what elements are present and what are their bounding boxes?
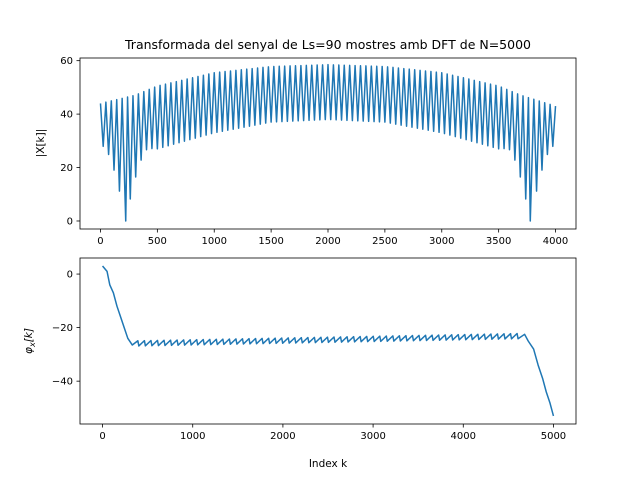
magnitude-x-tick-label: 0: [97, 236, 103, 247]
phase-x-tick-label: 1000: [180, 431, 205, 442]
magnitude-x-tick-label: 3000: [429, 236, 454, 247]
phase-x-tick-label: 2000: [270, 431, 295, 442]
magnitude-subplot: 0 500 1000 1500 2000 2500 3000 3500 4000 0 20 40 60…: [35, 56, 577, 247]
magnitude-x-tick-label: 3500: [486, 236, 511, 247]
phase-x-ticks: 0 1000 2000 3000 4000 5000: [99, 424, 566, 442]
figure-title: Transformada del senyal de Ls=90 mostres…: [124, 37, 531, 52]
magnitude-series: [99, 63, 557, 222]
magnitude-y-tick-label: 40: [60, 110, 73, 121]
magnitude-x-tick-label: 1000: [202, 236, 227, 247]
phase-y-tick-label: 0: [67, 270, 73, 281]
phase-y-label-sub: x: [28, 342, 37, 348]
phase-axes-frame: [79, 257, 577, 425]
phase-series: [101, 265, 555, 417]
phase-x-tick-label: 4000: [451, 431, 476, 442]
magnitude-x-tick-label: 2000: [315, 236, 340, 247]
magnitude-x-tick-label: 1500: [258, 236, 283, 247]
phase-subplot: 0 1000 2000 3000 4000 5000 0 −20 −40 φx[k] Inde…: [23, 257, 577, 470]
phase-y-ticks: 0 −20 −40: [52, 270, 80, 388]
phase-y-tick-label: −40: [52, 377, 73, 388]
magnitude-y-ticks: 0 20 40 60: [60, 56, 80, 227]
magnitude-line: [99, 63, 557, 222]
phase-y-label-main: φ: [23, 347, 35, 354]
magnitude-x-tick-label: 4000: [543, 236, 568, 247]
magnitude-y-tick-label: 60: [60, 56, 73, 67]
phase-x-tick-label: 5000: [541, 431, 566, 442]
phase-x-tick-label: 0: [99, 431, 105, 442]
magnitude-x-ticks: 0 500 1000 1500 2000 2500 3000 3500 4000: [97, 229, 568, 247]
magnitude-y-tick-label: 0: [67, 216, 73, 227]
phase-line: [101, 265, 555, 417]
phase-y-tick-label: −20: [52, 323, 73, 334]
magnitude-x-tick-label: 2500: [372, 236, 397, 247]
phase-y-label: φx[k]: [23, 328, 37, 354]
magnitude-x-tick-label: 500: [148, 236, 167, 247]
phase-x-label: Index k: [309, 458, 348, 470]
phase-x-tick-label: 3000: [360, 431, 385, 442]
magnitude-y-label: |X[k]|: [35, 129, 47, 158]
magnitude-y-tick-label: 20: [60, 163, 73, 174]
phase-y-label-rest: [k]: [23, 328, 35, 342]
